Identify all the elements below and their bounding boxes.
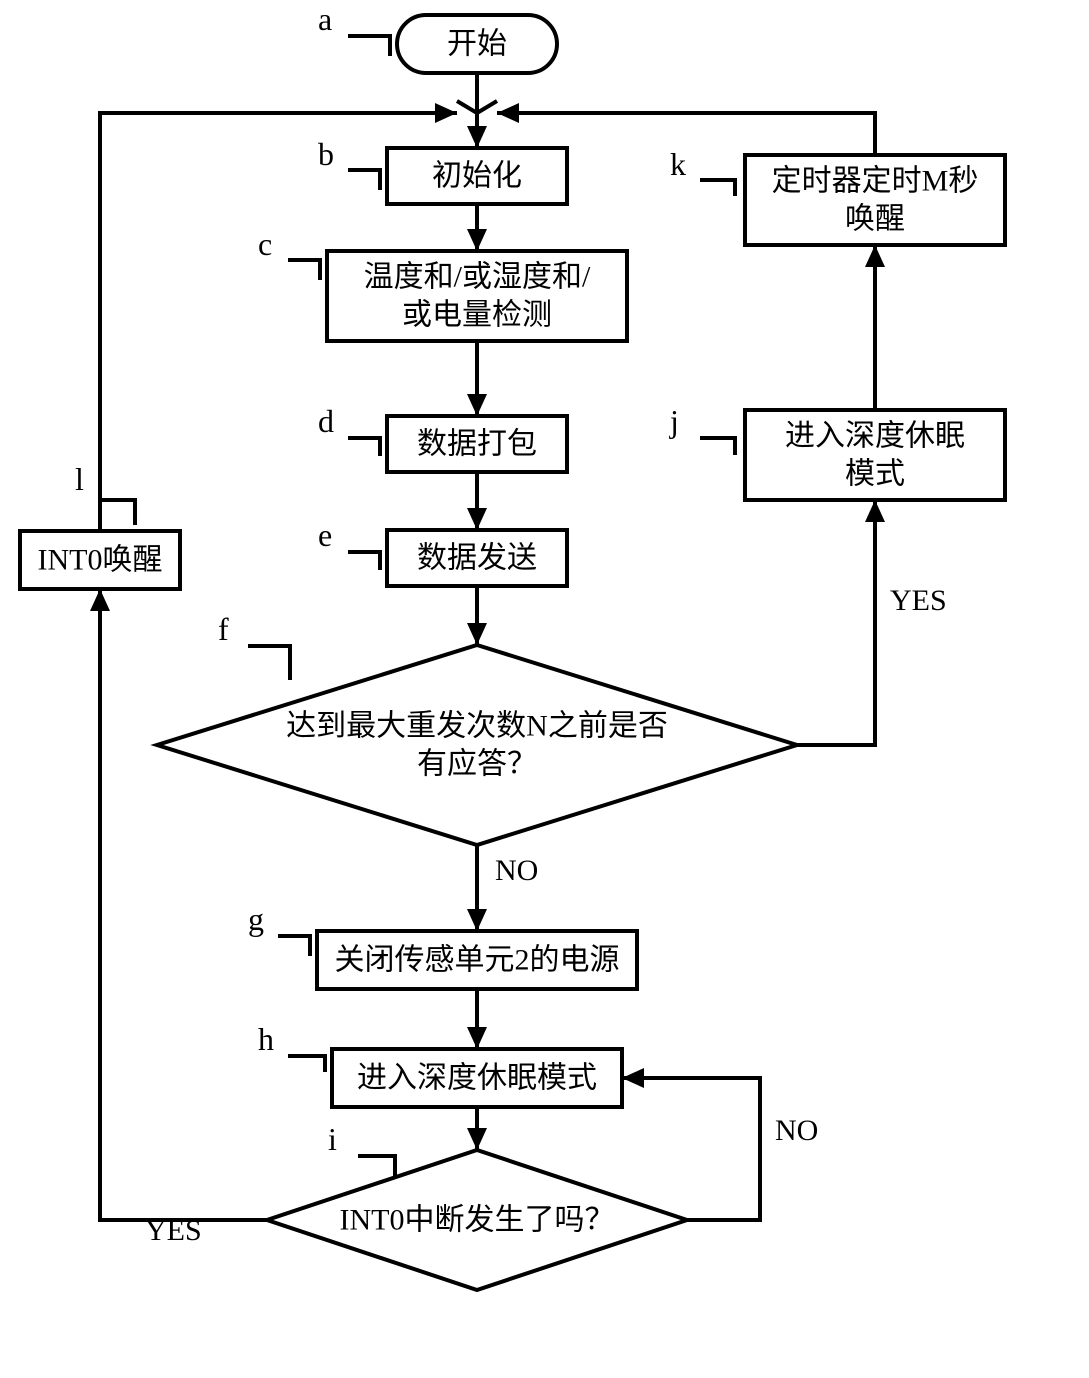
label-i: i bbox=[328, 1121, 337, 1157]
label-g: g bbox=[248, 901, 264, 937]
label-l: l bbox=[75, 461, 84, 497]
svg-text:初始化: 初始化 bbox=[432, 160, 522, 193]
node-g: 关闭传感单元2的电源 bbox=[317, 931, 637, 989]
node-b: 初始化 bbox=[387, 148, 567, 204]
node-i: INT0中断发生了吗？ bbox=[267, 1150, 687, 1290]
node-d: 数据打包 bbox=[387, 416, 567, 472]
svg-text:温度和/或湿度和/: 温度和/或湿度和/ bbox=[364, 261, 591, 294]
label-j: j bbox=[669, 403, 679, 439]
svg-text:进入深度休眠: 进入深度休眠 bbox=[785, 420, 965, 453]
svg-text:YES: YES bbox=[145, 1214, 202, 1247]
node-k: 定时器定时M秒唤醒 bbox=[745, 155, 1005, 245]
node-e: 数据发送 bbox=[387, 530, 567, 586]
node-h: 进入深度休眠模式 bbox=[332, 1049, 622, 1107]
label-d: d bbox=[318, 403, 334, 439]
node-l: INT0唤醒 bbox=[20, 531, 180, 589]
svg-text:模式: 模式 bbox=[845, 458, 905, 491]
svg-text:INT0唤醒: INT0唤醒 bbox=[38, 544, 163, 577]
node-a: 开始 bbox=[397, 15, 557, 73]
label-k: k bbox=[670, 146, 686, 182]
label-e: e bbox=[318, 517, 332, 553]
svg-text:关闭传感单元2的电源: 关闭传感单元2的电源 bbox=[335, 944, 620, 977]
svg-text:开始: 开始 bbox=[447, 28, 507, 61]
svg-text:或电量检测: 或电量检测 bbox=[402, 299, 552, 332]
label-c: c bbox=[258, 226, 272, 262]
svg-text:NO: NO bbox=[775, 1114, 818, 1147]
svg-text:数据发送: 数据发送 bbox=[417, 542, 537, 575]
flowchart-canvas: NO YES NO YES 开始初始化温度和/或湿度和/或电量检测数据打包数据发送达到最… bbox=[0, 0, 1089, 1378]
svg-text:唤醒: 唤醒 bbox=[845, 203, 905, 236]
label-h: h bbox=[258, 1021, 274, 1057]
node-j: 进入深度休眠模式 bbox=[745, 410, 1005, 500]
label-a: a bbox=[318, 1, 332, 37]
node-c: 温度和/或湿度和/或电量检测 bbox=[327, 251, 627, 341]
svg-text:有应答？: 有应答？ bbox=[417, 748, 537, 781]
node-f: 达到最大重发次数N之前是否有应答？ bbox=[157, 645, 797, 845]
svg-text:YES: YES bbox=[890, 584, 947, 617]
label-f: f bbox=[218, 611, 229, 647]
svg-text:NO: NO bbox=[495, 854, 538, 887]
svg-text:定时器定时M秒: 定时器定时M秒 bbox=[772, 165, 979, 198]
svg-text:进入深度休眠模式: 进入深度休眠模式 bbox=[357, 1062, 597, 1095]
svg-text:达到最大重发次数N之前是否: 达到最大重发次数N之前是否 bbox=[286, 710, 668, 743]
svg-text:数据打包: 数据打包 bbox=[417, 428, 537, 461]
svg-text:INT0中断发生了吗？: INT0中断发生了吗？ bbox=[340, 1204, 615, 1237]
label-b: b bbox=[318, 136, 334, 172]
